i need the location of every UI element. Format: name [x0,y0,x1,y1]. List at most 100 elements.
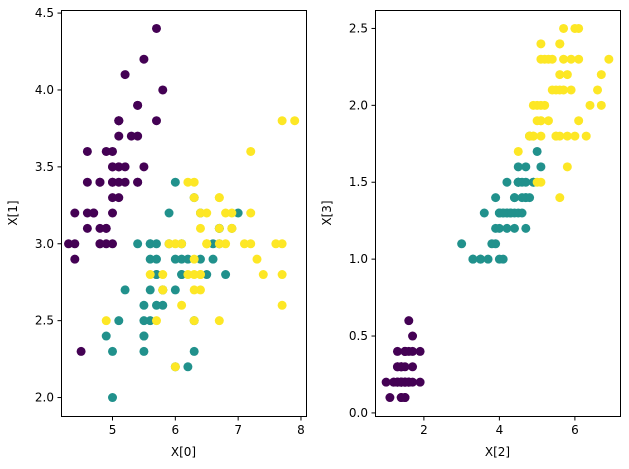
scatter-point-class-1 [139,316,149,326]
y-tick-label: 3.5 [35,160,54,174]
axes-frame [375,10,621,417]
scatter-point-class-2 [214,193,224,203]
scatter-point-class-2 [258,270,268,280]
scatter-point-class-2 [239,239,249,249]
scatter-point-class-1 [183,254,193,264]
right-scatter-panel: 2 4 6 0.0 0.5 1.0 1.5 2.0 2.5 X[2] X[3] [320,10,621,459]
scatter-point-class-1 [498,208,508,218]
scatter-point-class-1 [108,393,118,403]
scatter-point-class-0 [114,177,124,187]
scatter-point-class-1 [145,239,155,249]
scatter-point-class-2 [202,208,212,218]
scatter-point-class-1 [517,193,527,203]
scatter-point-class-2 [559,23,569,33]
scatter-point-class-1 [139,331,149,341]
scatter-point-class-2 [566,85,576,95]
scatter-point-class-1 [170,254,180,264]
scatter-point-class-0 [108,162,118,172]
scatter-point-class-2 [214,239,224,249]
scatter-point-class-1 [509,193,519,203]
scatter-point-class-2 [189,285,199,295]
scatter-point-class-1 [494,223,504,233]
scatter-point-class-2 [574,23,584,33]
scatter-point-class-0 [82,146,92,156]
scatter-point-class-2 [246,239,256,249]
y-tick-label: 2.5 [349,21,368,35]
y-tick-label: 2.0 [349,98,368,112]
scatter-point-class-0 [101,239,111,249]
scatter-point-class-1 [476,254,486,264]
scatter-point-class-2 [195,285,205,295]
x-tick-label: 6 [571,423,579,437]
scatter-point-class-2 [596,70,606,80]
scatter-point-class-1 [233,208,243,218]
scatter-point-class-0 [101,146,111,156]
scatter-point-class-2 [555,193,565,203]
x-tick-label: 6 [172,423,180,437]
x-tick-label: 7 [234,423,242,437]
scatter-point-class-0 [70,208,80,218]
scatter-point-class-2 [551,131,561,141]
scatter-point-class-2 [170,239,180,249]
scatter-point-class-1 [170,177,180,187]
scatter-point-class-2 [158,270,168,280]
scatter-point-class-1 [513,162,523,172]
y-tick-label: 4.0 [35,83,54,97]
points-layer [381,23,614,403]
scatter-point-class-2 [158,285,168,295]
scatter-point-class-2 [566,54,576,64]
scatter-point-class-0 [133,131,143,141]
scatter-point-class-2 [536,39,546,49]
scatter-point-class-2 [189,254,199,264]
scatter-point-class-2 [570,131,580,141]
scatter-point-class-2 [547,54,557,64]
scatter-point-class-2 [189,270,199,280]
scatter-point-class-1 [114,316,124,326]
scatter-point-class-1 [479,208,489,218]
scatter-point-class-2 [290,116,300,126]
scatter-point-class-1 [536,162,546,172]
scatter-point-class-0 [95,177,105,187]
scatter-point-class-0 [64,239,74,249]
y-tick-label: 0.0 [349,406,368,420]
scatter-point-class-1 [525,193,535,203]
scatter-point-class-0 [139,54,149,64]
scatter-point-class-1 [139,346,149,356]
scatter-point-class-0 [415,346,425,356]
scatter-point-class-1 [483,254,493,264]
scatter-point-class-2 [525,131,535,141]
scatter-point-class-0 [126,131,136,141]
y-axis-label: X[1] [6,200,20,225]
scatter-point-class-1 [158,300,168,310]
scatter-point-class-0 [381,377,391,387]
scatter-point-class-2 [574,116,584,126]
scatter-point-class-0 [108,146,118,156]
scatter-point-class-1 [177,270,187,280]
scatter-point-class-0 [151,116,161,126]
scatter-point-class-1 [145,254,155,264]
scatter-point-class-1 [151,270,161,280]
scatter-point-class-0 [114,116,124,126]
scatter-point-class-2 [540,54,550,64]
scatter-point-class-1 [177,254,187,264]
x-tick-label: 4 [496,423,504,437]
scatter-point-class-1 [208,239,218,249]
axes-frame [61,10,307,417]
scatter-point-class-1 [151,300,161,310]
scatter-point-class-0 [108,239,118,249]
y-tick-label: 2.5 [35,314,54,328]
scatter-point-class-2 [559,54,569,64]
scatter-point-class-1 [108,346,118,356]
scatter-point-class-1 [189,346,199,356]
scatter-point-class-2 [593,85,603,95]
points-layer [64,23,300,403]
scatter-point-class-2 [246,146,256,156]
scatter-point-class-2 [581,131,591,141]
scatter-point-class-1 [517,208,527,218]
scatter-point-class-2 [195,208,205,218]
scatter-point-class-2 [101,316,111,326]
scatter-point-class-1 [202,270,212,280]
scatter-point-class-2 [227,223,237,233]
scatter-point-class-0 [95,223,105,233]
